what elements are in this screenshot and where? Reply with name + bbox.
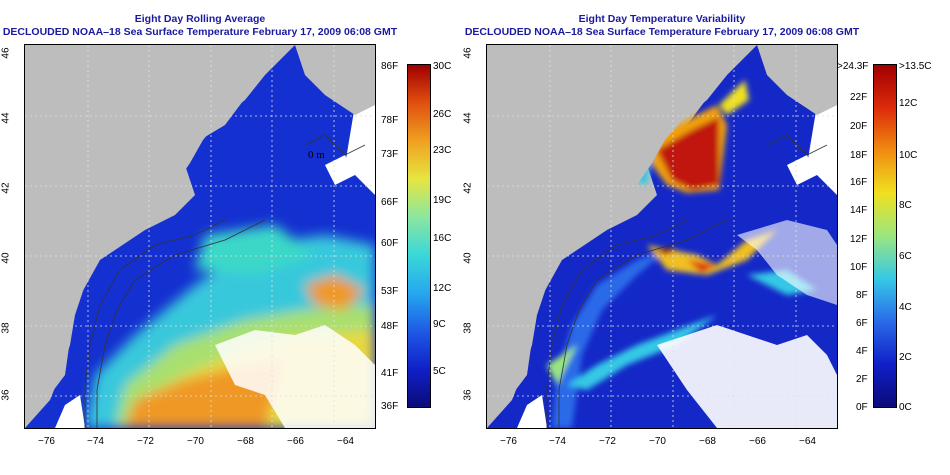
var-colorbar-c: 2C	[899, 352, 912, 363]
sst-colorbar-f: 73F	[381, 149, 399, 160]
variability-colorbar	[873, 64, 897, 408]
lat-tick-40: 40	[0, 252, 12, 264]
var-colorbar-f: 18F	[850, 150, 868, 161]
lat-tick-42: 42	[0, 182, 12, 194]
var-colorbar-f: 12F	[850, 234, 868, 245]
var-colorbar-c: >13.5C	[899, 61, 932, 72]
lat-tick-42: 42	[462, 182, 474, 194]
variability-map	[486, 44, 838, 429]
lat-tick-46: 46	[0, 47, 12, 59]
left-subtitle: DECLOUDED NOAA–18 Sea Surface Temperatur…	[2, 26, 398, 38]
lon-tick: −68	[237, 436, 254, 447]
sst-colorbar-f: 41F	[381, 368, 399, 379]
lat-tick-36: 36	[0, 389, 12, 401]
lat-tick-38: 38	[0, 322, 12, 334]
lon-tick: −66	[749, 436, 766, 447]
sst-colorbar-f: 78F	[381, 115, 399, 126]
var-colorbar-f: 6F	[856, 318, 868, 329]
sst-colorbar-c: 23C	[433, 145, 452, 156]
left-title: Eight Day Rolling Average	[134, 13, 266, 25]
lon-tick: −64	[799, 436, 816, 447]
lat-tick-38: 38	[462, 322, 474, 334]
var-colorbar-f: 4F	[856, 346, 868, 357]
var-colorbar-c: 8C	[899, 200, 912, 211]
lon-tick: −68	[699, 436, 716, 447]
sst-map: 0 m	[24, 44, 376, 429]
lon-tick: −76	[500, 436, 517, 447]
lon-tick: −74	[87, 436, 104, 447]
lon-tick: −70	[187, 436, 204, 447]
var-colorbar-c: 12C	[899, 98, 918, 109]
sst-colorbar-c: 19C	[433, 195, 452, 206]
var-colorbar-c: 0C	[899, 402, 912, 413]
lon-tick: −64	[337, 436, 354, 447]
lon-tick: −66	[287, 436, 304, 447]
lon-tick: −76	[38, 436, 55, 447]
var-colorbar-f: 22F	[850, 92, 868, 103]
lon-tick: −72	[137, 436, 154, 447]
lon-tick: −72	[599, 436, 616, 447]
lat-tick-40: 40	[462, 252, 474, 264]
sst-colorbar-f: 36F	[381, 401, 399, 412]
lat-tick-36: 36	[462, 389, 474, 401]
sst-colorbar-f: 48F	[381, 321, 399, 332]
var-colorbar-f: 0F	[856, 402, 868, 413]
sst-colorbar-c: 26C	[433, 109, 452, 120]
var-colorbar-f: 14F	[850, 205, 868, 216]
right-title: Eight Day Temperature Variability	[578, 13, 746, 25]
right-subtitle: DECLOUDED NOAA–18 Sea Surface Temperatur…	[464, 26, 860, 38]
sst-colorbar-c: 5C	[433, 366, 446, 377]
lat-tick-44: 44	[462, 112, 474, 124]
sst-colorbar-c: 30C	[433, 61, 452, 72]
var-colorbar-f: 8F	[856, 290, 868, 301]
var-colorbar-c: 6C	[899, 251, 912, 262]
contour-label: 0 m	[308, 149, 325, 161]
sst-colorbar-c: 9C	[433, 319, 446, 330]
lon-tick: −74	[549, 436, 566, 447]
var-colorbar-f: >24.3F	[837, 61, 869, 72]
sst-colorbar	[407, 64, 431, 408]
lat-tick-44: 44	[0, 112, 12, 124]
lon-tick: −70	[649, 436, 666, 447]
var-colorbar-f: 2F	[856, 374, 868, 385]
var-colorbar-f: 16F	[850, 177, 868, 188]
sst-colorbar-f: 66F	[381, 197, 399, 208]
sst-colorbar-f: 60F	[381, 238, 399, 249]
var-colorbar-f: 10F	[850, 262, 868, 273]
var-colorbar-f: 20F	[850, 121, 868, 132]
sst-colorbar-f: 53F	[381, 286, 399, 297]
sst-colorbar-f: 86F	[381, 61, 399, 72]
sst-colorbar-c: 16C	[433, 233, 452, 244]
var-colorbar-c: 10C	[899, 150, 918, 161]
lat-tick-46: 46	[462, 47, 474, 59]
sst-colorbar-c: 12C	[433, 283, 452, 294]
var-colorbar-c: 4C	[899, 302, 912, 313]
